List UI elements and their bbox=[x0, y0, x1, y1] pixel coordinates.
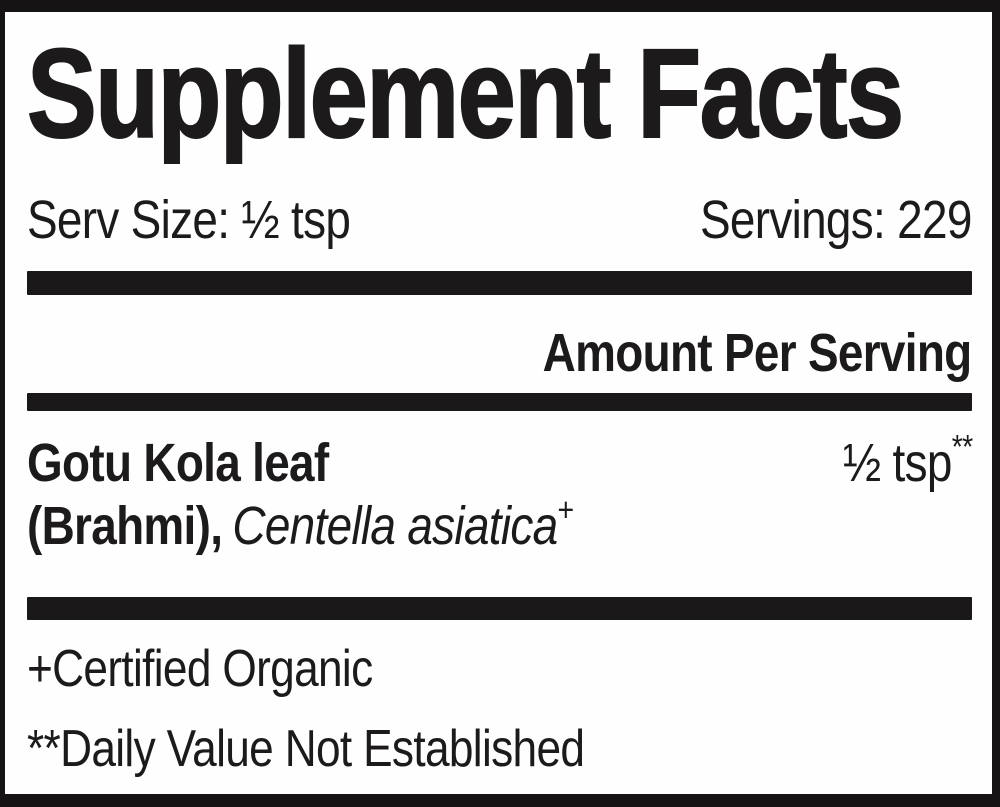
label-title-text: Supplement Facts bbox=[26, 23, 905, 164]
ingredient-organic-marker: + bbox=[557, 491, 574, 529]
ingredient-amount-value: ½ tsp bbox=[842, 433, 952, 494]
separator-bar-bottom bbox=[27, 596, 972, 620]
servings-count-text: Servings: 229 bbox=[700, 189, 972, 250]
separator-bar-middle bbox=[27, 393, 972, 412]
footnote-daily-value: **Daily Value Not Established bbox=[27, 722, 972, 777]
ingredient-amount: ½ tsp** bbox=[842, 431, 972, 494]
footnote-certified-organic: +Certified Organic bbox=[27, 642, 972, 697]
serving-size-text: Serv Size: ½ tsp bbox=[27, 189, 351, 250]
ingredient-common-name: (Brahmi), bbox=[27, 495, 223, 556]
ingredient-row: Gotu Kola leaf ½ tsp** bbox=[27, 431, 973, 494]
serving-info-row: Serv Size: ½ tsp Servings: 229 bbox=[27, 189, 973, 250]
ingredient-subname: (Brahmi), Centella asiatica+ bbox=[27, 494, 574, 556]
amount-per-serving-text: Amount Per Serving bbox=[543, 322, 973, 383]
ingredient-name: Gotu Kola leaf bbox=[27, 433, 329, 494]
footnote-daily-value-text: **Daily Value Not Established bbox=[27, 720, 585, 779]
amount-per-serving-header: Amount Per Serving bbox=[27, 322, 973, 383]
ingredient-amount-footnote-marker: ** bbox=[951, 429, 972, 467]
label-title: Supplement Facts bbox=[26, 23, 972, 164]
separator-bar-top bbox=[27, 270, 972, 295]
ingredient-latin-name: Centella asiatica bbox=[232, 495, 558, 556]
footnote-certified-organic-text: +Certified Organic bbox=[27, 639, 373, 698]
ingredient-subname-row: (Brahmi), Centella asiatica+ bbox=[27, 494, 972, 556]
